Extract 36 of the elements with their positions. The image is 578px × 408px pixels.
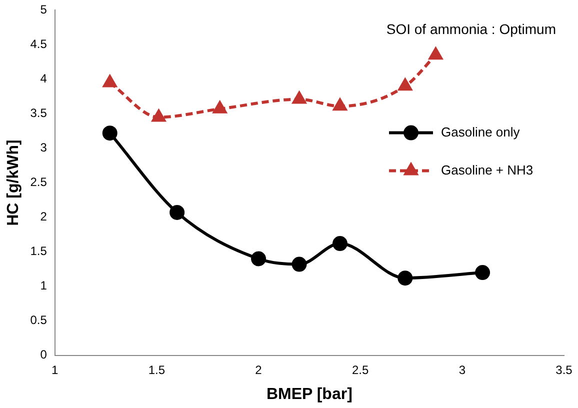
legend-label: Gasoline only — [441, 124, 520, 140]
legend-label: Gasoline + NH3 — [441, 162, 534, 178]
y-axis-title: HC [g/kWh] — [5, 140, 22, 226]
x-tick-label: 1 — [52, 362, 59, 377]
y-tick-label: 0 — [40, 348, 48, 362]
point — [152, 110, 166, 122]
point — [398, 78, 412, 91]
x-tick-label: 3.5 — [556, 362, 573, 377]
y-tick-label: 4 — [40, 72, 48, 86]
x-tick-label: 2 — [255, 362, 262, 377]
point — [170, 204, 185, 220]
y-tick-label: 1 — [40, 278, 48, 293]
x-axis-title: BMEP [bar] — [266, 386, 352, 403]
point — [429, 48, 442, 60]
y-tick-label: 2 — [40, 210, 48, 224]
point — [475, 265, 490, 280]
annotation: SOI of ammonia : Optimum — [386, 21, 556, 38]
point — [292, 256, 307, 272]
x-tick-label: 3 — [458, 362, 466, 377]
point — [332, 236, 348, 252]
point — [292, 92, 306, 104]
y-tick-label: 1.5 — [30, 244, 48, 258]
point — [398, 270, 413, 286]
x-tick-label: 1.5 — [148, 362, 166, 377]
y-tick-label: 3 — [40, 140, 48, 155]
y-tick-label: 3.5 — [30, 106, 48, 120]
y-tick-label: 0.5 — [30, 313, 48, 328]
point — [102, 126, 118, 141]
y-tick-label: 5 — [40, 2, 48, 17]
y-tick-label: 2.5 — [30, 175, 48, 190]
x-tick-label: 2.5 — [352, 362, 370, 377]
y-tick-label: 4.5 — [30, 37, 48, 52]
point — [103, 75, 117, 88]
point — [251, 251, 266, 266]
point — [213, 101, 227, 114]
point — [333, 98, 347, 111]
